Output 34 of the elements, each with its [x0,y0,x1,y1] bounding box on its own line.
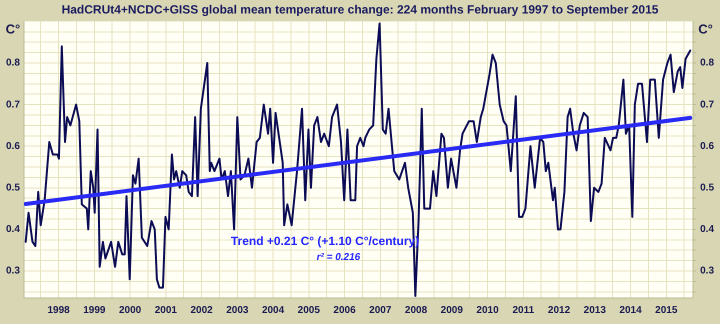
y2-tick-label: 0.7 [700,99,714,110]
y2-tick-label: 0.6 [700,140,714,152]
x-tick-label: 2004 [262,304,285,316]
y2-axis-title: C° [698,21,713,36]
chart-title: HadCRUt4+NCDC+GISS global mean temperature change: 224 months February 1997 to September 2015 [62,2,659,17]
x-tick-label: 2015 [655,304,678,316]
x-tick-label: 2005 [298,304,320,316]
x-tick-label: 2009 [440,304,464,316]
y2-tick-label: 0.8 [700,58,714,69]
y-tick-label: 0.6 [6,140,20,152]
y-tick-label: 0.5 [6,182,20,194]
x-tick-label: 2012 [548,304,571,316]
y-tick-label: 0.3 [6,266,20,277]
y2-tick-label: 0.3 [700,266,714,277]
x-tick-label: 2008 [404,304,428,316]
x-tick-label: 2002 [190,304,214,316]
x-tick-label: 2000 [118,304,142,316]
y2-tick-label: 0.5 [700,182,714,194]
x-tick-label: 2003 [226,304,249,316]
x-tick-label: 1998 [47,304,70,316]
x-tick-label: 2006 [333,304,356,316]
y-tick-label: 0.4 [6,224,20,236]
y-axis-title: C° [6,21,20,36]
y-tick-label: 0.7 [6,99,20,110]
y-tick-label: 0.8 [6,58,20,69]
x-tick-label: 2013 [584,304,606,316]
x-tick-label: 2001 [154,304,178,316]
annotation: r² = 0.216 [316,252,361,264]
x-tick-label: 2011 [512,304,535,316]
x-tick-label: 2014 [619,304,642,316]
x-tick-label: 1999 [83,304,106,316]
y2-tick-label: 0.4 [700,224,714,236]
x-tick-label: 2007 [369,304,392,316]
x-tick-label: 2010 [476,304,500,316]
